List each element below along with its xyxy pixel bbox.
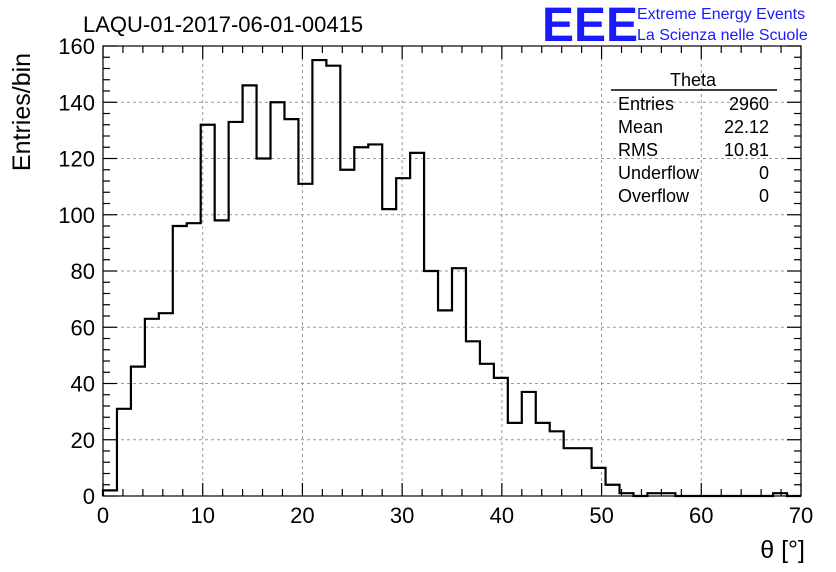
x-tick-label: 50 — [589, 503, 613, 528]
stats-box: Theta Entries 2960 Mean 22.12 RMS 10.81 Underf… — [611, 70, 777, 206]
stats-row-value: 0 — [759, 163, 769, 183]
y-tick-label: 20 — [71, 428, 95, 453]
stats-row-label: Underflow — [618, 163, 700, 183]
stats-row-value: 22.12 — [724, 117, 769, 137]
y-tick-label: 80 — [71, 259, 95, 284]
stats-row-label: Mean — [618, 117, 663, 137]
logo-line-2: La Scienza nelle Scuole — [637, 27, 808, 44]
y-tick-label: 40 — [71, 372, 95, 397]
histogram-line — [101, 58, 801, 498]
stats-row-label: Overflow — [618, 186, 690, 206]
plot-frame — [102, 45, 802, 497]
stats-row-value: 2960 — [729, 94, 769, 114]
stats-row-label: RMS — [618, 140, 658, 160]
x-tick-label: 0 — [97, 503, 109, 528]
chart-title: LAQU-01-2017-06-01-00415 — [83, 12, 363, 37]
logo-line-1: Extreme Energy Events — [637, 6, 805, 23]
x-tick-labels: 0 10 20 30 40 50 60 70 — [97, 503, 813, 528]
y-tick-labels: 0 20 40 60 80 100 120 140 160 — [58, 34, 95, 509]
x-tick-label: 10 — [190, 503, 214, 528]
y-tick-label: 140 — [58, 90, 95, 115]
y-tick-label: 0 — [83, 484, 95, 509]
x-tick-label: 60 — [689, 503, 713, 528]
stats-row-value: 0 — [759, 186, 769, 206]
stats-row-label: Entries — [618, 94, 674, 114]
y-tick-label: 60 — [71, 315, 95, 340]
eee-logo: EEE Extreme Energy Events La Scienza nel… — [542, 0, 808, 52]
y-tick-label: 120 — [58, 147, 95, 172]
x-tick-label: 20 — [290, 503, 314, 528]
x-tick-label: 40 — [490, 503, 514, 528]
y-tick-label: 100 — [58, 203, 95, 228]
x-tick-label: 70 — [789, 503, 813, 528]
stats-row-value: 10.81 — [724, 140, 769, 160]
y-tick-label: 160 — [58, 34, 95, 59]
stats-title: Theta — [670, 70, 717, 90]
x-axis-label: θ [°] — [760, 536, 805, 564]
y-axis-label: Entries/bin — [8, 53, 36, 171]
x-tick-label: 30 — [390, 503, 414, 528]
logo-mark: EEE — [542, 0, 638, 52]
